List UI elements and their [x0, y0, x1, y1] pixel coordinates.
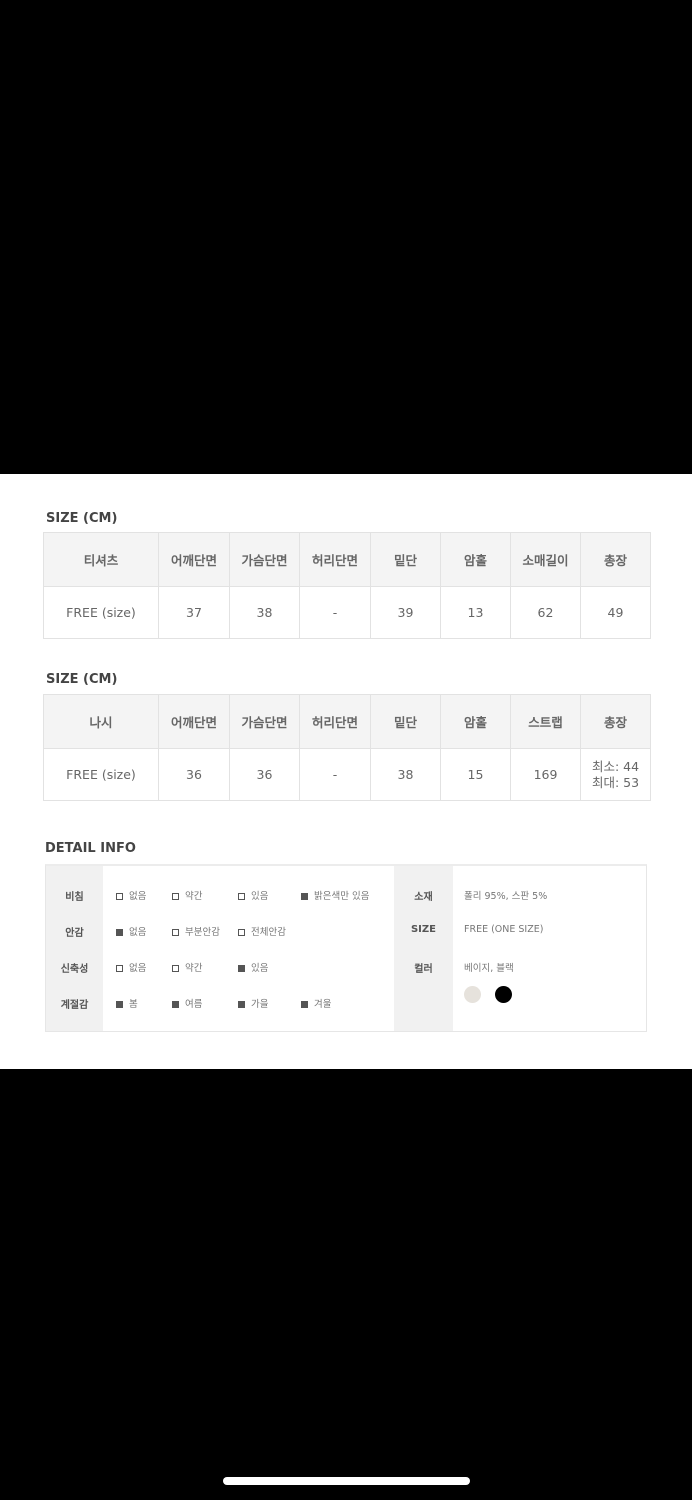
table-header-cell: 소매길이 — [510, 532, 581, 587]
detail-option: 전체안감 — [238, 924, 286, 938]
table-cell: 15 — [440, 748, 511, 801]
detail-label: 비침 — [65, 892, 84, 903]
checked-box-icon — [116, 1001, 123, 1008]
detail-label: 신축성 — [60, 964, 89, 975]
detail-info-box: 비침 없음 약간 있음 밝은색만 있음 안감 없음 부분안감 전체안감 신축성 없음 약간 있음 계절감 봄… — [45, 864, 647, 1032]
table-cell: FREE (size) — [43, 748, 159, 801]
table-header-cell: 허리단면 — [299, 694, 371, 749]
table-cell: 37 — [158, 586, 230, 639]
option-label: 없음 — [129, 927, 147, 938]
info-label: SIZE — [410, 924, 436, 935]
info-label: 소재 — [414, 892, 433, 903]
detail-option: 밝은색만 있음 — [301, 888, 369, 902]
color-swatch — [495, 986, 512, 1003]
table-header-cell: 가슴단면 — [229, 694, 300, 749]
unchecked-box-icon — [172, 929, 179, 936]
option-label: 겨울 — [314, 999, 332, 1010]
table-header-cell: 티셔츠 — [43, 532, 159, 587]
table-header-cell: 총장 — [580, 532, 651, 587]
table-header-cell: 어깨단면 — [158, 532, 230, 587]
unchecked-box-icon — [116, 893, 123, 900]
table-header-cell: 가슴단면 — [229, 532, 300, 587]
option-label: 가을 — [251, 999, 269, 1010]
table-cell: - — [299, 586, 371, 639]
home-indicator[interactable] — [223, 1477, 470, 1485]
detail-option: 가을 — [238, 996, 268, 1010]
table-cell: 38 — [229, 586, 300, 639]
table-cell: 13 — [440, 586, 511, 639]
option-label: 있음 — [251, 963, 269, 974]
size-table-tshirt: 티셔츠 어깨단면 가슴단면 허리단면 밑단 암홀 소매길이 총장 FREE (size) 37 38… — [43, 532, 651, 639]
checked-box-icon — [172, 1001, 179, 1008]
detail-option: 부분안감 — [172, 924, 220, 938]
size-table-title-1: SIZE (CM) — [46, 511, 118, 526]
table-cell: 169 — [510, 748, 581, 801]
checked-box-icon — [238, 1001, 245, 1008]
info-label: 컬러 — [414, 964, 433, 975]
option-label: 약간 — [185, 891, 203, 902]
size-table-title-2: SIZE (CM) — [46, 672, 118, 687]
unchecked-box-icon — [172, 893, 179, 900]
option-label: 여름 — [185, 999, 203, 1010]
table-header-cell: 나시 — [43, 694, 159, 749]
detail-option: 봄 — [116, 996, 138, 1010]
detail-option: 약간 — [172, 888, 202, 902]
option-label: 전체안감 — [251, 927, 286, 938]
table-cell: 36 — [158, 748, 230, 801]
option-label: 있음 — [251, 891, 269, 902]
checked-box-icon — [238, 965, 245, 972]
table-cell: 39 — [370, 586, 441, 639]
unchecked-box-icon — [172, 965, 179, 972]
table-cell: 49 — [580, 586, 651, 639]
table-cell: 최소: 44 최대: 53 — [580, 748, 651, 801]
unchecked-box-icon — [238, 893, 245, 900]
unchecked-box-icon — [238, 929, 245, 936]
detail-option: 없음 — [116, 924, 146, 938]
table-header-cell: 밑단 — [370, 694, 441, 749]
detail-option: 있음 — [238, 960, 268, 974]
unchecked-box-icon — [116, 965, 123, 972]
table-cell: - — [299, 748, 371, 801]
info-value: FREE (ONE SIZE) — [464, 924, 544, 935]
table-header-cell: 암홀 — [440, 532, 511, 587]
option-label: 봄 — [129, 999, 138, 1010]
detail-option: 여름 — [172, 996, 202, 1010]
detail-option: 있음 — [238, 888, 268, 902]
detail-option: 약간 — [172, 960, 202, 974]
option-label: 없음 — [129, 963, 147, 974]
info-value: 폴리 95%, 스판 5% — [464, 891, 548, 902]
detail-label: 안감 — [65, 928, 84, 939]
size-table-sleeveless: 나시 어깨단면 가슴단면 허리단면 밑단 암홀 스트랩 총장 FREE (size) 36 36-3… — [43, 694, 651, 801]
color-swatch — [464, 986, 481, 1003]
table-cell: 38 — [370, 748, 441, 801]
table-header-cell: 어깨단면 — [158, 694, 230, 749]
table-header-cell: 밑단 — [370, 532, 441, 587]
checked-box-icon — [301, 1001, 308, 1008]
option-label: 부분안감 — [185, 927, 220, 938]
detail-option: 없음 — [116, 888, 146, 902]
table-header-cell: 암홀 — [440, 694, 511, 749]
detail-option: 없음 — [116, 960, 146, 974]
option-label: 약간 — [185, 963, 203, 974]
checked-box-icon — [301, 893, 308, 900]
table-header-cell: 스트랩 — [510, 694, 581, 749]
detail-info-title: DETAIL INFO — [45, 841, 136, 856]
table-cell: 62 — [510, 586, 581, 639]
option-label: 없음 — [129, 891, 147, 902]
table-cell: FREE (size) — [43, 586, 159, 639]
option-label: 밝은색만 있음 — [314, 891, 370, 902]
detail-option: 겨울 — [301, 996, 331, 1010]
info-value: 베이지, 블랙 — [464, 963, 514, 974]
table-header-cell: 허리단면 — [299, 532, 371, 587]
table-header-cell: 총장 — [580, 694, 651, 749]
detail-label: 계절감 — [60, 1000, 89, 1011]
table-cell: 36 — [229, 748, 300, 801]
checked-box-icon — [116, 929, 123, 936]
